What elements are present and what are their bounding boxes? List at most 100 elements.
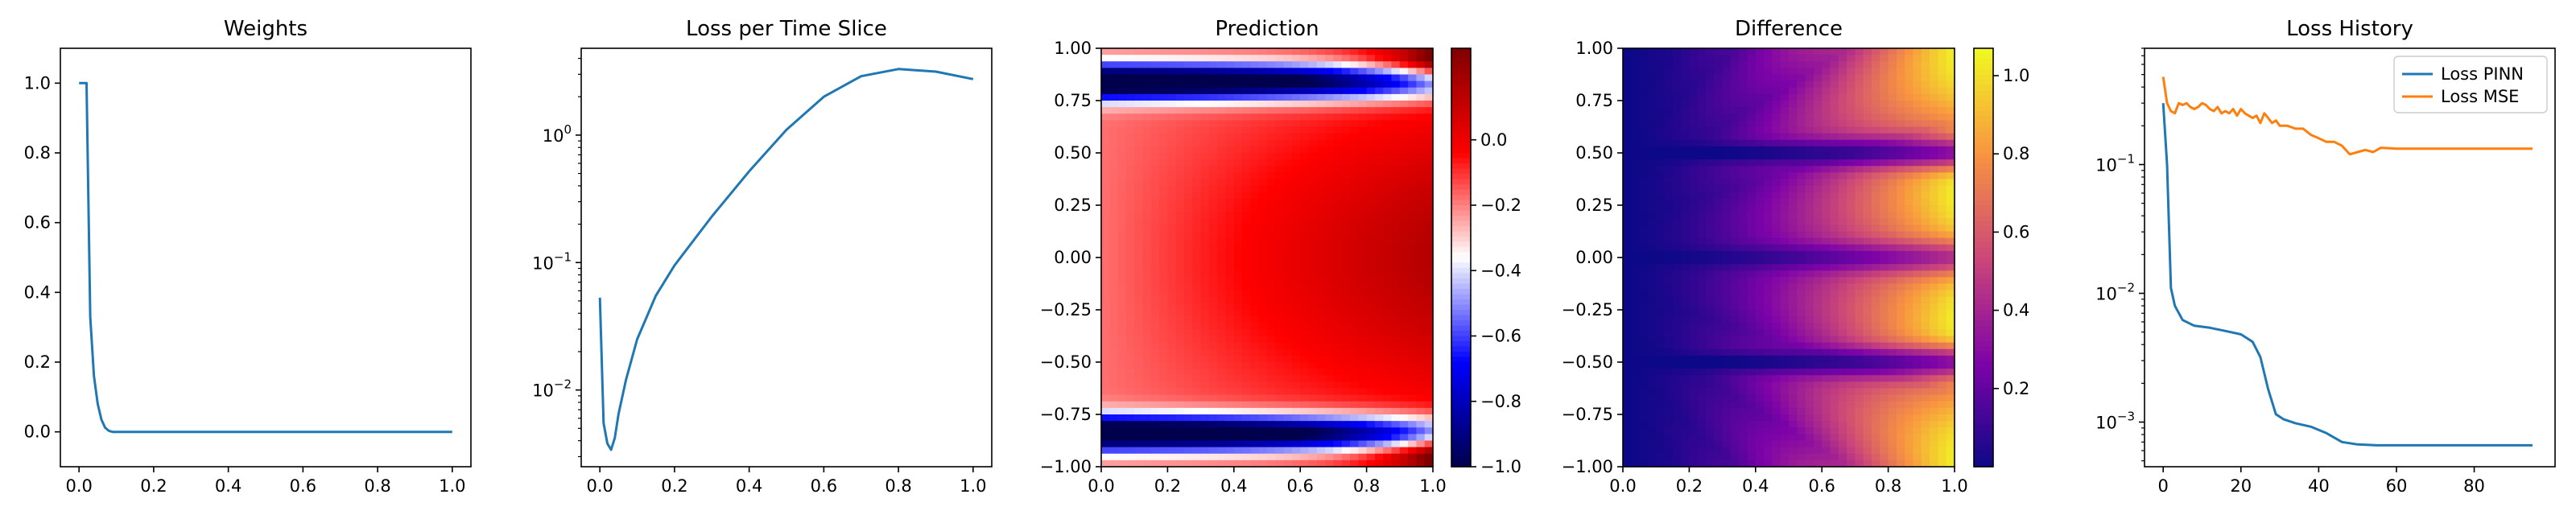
heatmap-cell: [1623, 290, 1632, 298]
heatmap-cell: [1200, 179, 1210, 187]
heatmap-cell: [1855, 179, 1864, 187]
heatmap-cell: [1722, 270, 1732, 278]
heatmap-cell: [1672, 192, 1682, 200]
heatmap-cell: [1242, 120, 1251, 128]
heatmap-cell: [1714, 139, 1724, 147]
heatmap-cell: [1739, 453, 1748, 461]
heatmap-cell: [1672, 323, 1682, 330]
heatmap-cell: [1225, 212, 1235, 219]
heatmap-cell: [1399, 225, 1409, 233]
heatmap-cell: [1830, 159, 1839, 167]
heatmap-cell: [1291, 237, 1301, 245]
heatmap-cell: [1208, 250, 1218, 258]
heatmap-cell: [1184, 323, 1193, 330]
heatmap-cell: [1681, 348, 1690, 356]
heatmap-cell: [1159, 198, 1168, 206]
heatmap-cell: [1167, 61, 1177, 68]
heatmap-cell: [1789, 126, 1798, 134]
heatmap-cell: [1872, 146, 1880, 154]
heatmap-cell: [1101, 101, 1110, 108]
heatmap-cell: [1142, 414, 1152, 422]
heatmap-cell: [1101, 74, 1110, 82]
heatmap-cell: [1325, 414, 1334, 422]
colorbar-tick-label: −1.0: [1480, 457, 1521, 476]
heatmap-cell: [1267, 139, 1276, 147]
heatmap-cell: [1291, 250, 1301, 258]
heatmap-cell: [1333, 447, 1343, 455]
heatmap-cell: [1664, 329, 1674, 337]
heatmap-cell: [1267, 277, 1276, 285]
heatmap-cell: [1780, 153, 1790, 160]
heatmap-cell: [1838, 225, 1847, 233]
colorbar-segment: [1451, 184, 1471, 191]
heatmap-cell: [1242, 48, 1251, 56]
heatmap-cell: [1672, 107, 1682, 114]
heatmap-cell: [1697, 381, 1707, 389]
heatmap-cell: [1623, 231, 1632, 239]
heatmap-cell: [1838, 270, 1847, 278]
heatmap-cell: [1159, 250, 1168, 258]
heatmap-cell: [1408, 355, 1417, 363]
heatmap-cell: [1672, 205, 1682, 212]
heatmap-cell: [1672, 172, 1682, 180]
heatmap-cell: [1291, 198, 1301, 206]
heatmap-cell: [1789, 258, 1798, 265]
heatmap-cell: [1631, 55, 1641, 62]
heatmap-cell: [1208, 126, 1218, 134]
heatmap-cell: [1681, 74, 1690, 82]
heatmap-cell: [1813, 348, 1823, 356]
heatmap-cell: [1623, 459, 1632, 468]
heatmap-cell: [1672, 93, 1682, 101]
heatmap-cell: [1623, 113, 1632, 121]
heatmap-cell: [1134, 198, 1144, 206]
heatmap-cell: [1374, 355, 1384, 363]
heatmap-cell: [1325, 87, 1334, 95]
heatmap-cell: [1383, 369, 1393, 376]
y-tick-label: 0.00: [1054, 248, 1092, 267]
heatmap-cell: [1664, 250, 1674, 258]
series-line-0: [598, 68, 974, 451]
heatmap-cell: [1847, 459, 1856, 468]
heatmap-cell: [1764, 303, 1773, 311]
heatmap-cell: [1258, 172, 1268, 180]
heatmap-cell: [1822, 231, 1831, 239]
heatmap-cell: [1789, 447, 1798, 455]
heatmap-cell: [1242, 68, 1251, 76]
heatmap-cell: [1813, 434, 1823, 442]
heatmap-cell: [1200, 159, 1210, 167]
heatmap-cell: [1258, 74, 1268, 82]
heatmap-cell: [1838, 126, 1847, 134]
heatmap-cell: [1888, 68, 1897, 76]
heatmap-cell: [1647, 133, 1657, 141]
heatmap-cell: [1383, 93, 1393, 101]
heatmap-cell: [1714, 113, 1724, 121]
heatmap-cell: [1217, 93, 1227, 101]
heatmap-cell: [1341, 113, 1351, 121]
heatmap-cell: [1855, 447, 1864, 455]
heatmap-cell: [1117, 225, 1127, 233]
heatmap-cell: [1233, 303, 1243, 311]
heatmap-cell: [1747, 296, 1757, 304]
heatmap-cell: [1134, 172, 1144, 180]
heatmap-cell: [1366, 381, 1376, 389]
heatmap-cell: [1358, 316, 1368, 323]
heatmap-cell: [1706, 348, 1715, 356]
heatmap-cell: [1125, 421, 1135, 428]
heatmap-cell: [1192, 258, 1202, 265]
heatmap-cell: [1325, 101, 1334, 108]
heatmap-cell: [1647, 355, 1657, 363]
heatmap-cell: [1316, 74, 1326, 82]
heatmap-cell: [1283, 179, 1293, 187]
heatmap-cell: [1101, 218, 1110, 225]
heatmap-cell: [1200, 153, 1210, 160]
heatmap-cell: [1830, 348, 1839, 356]
heatmap-cell: [1291, 87, 1301, 95]
heatmap-cell: [1855, 258, 1864, 265]
heatmap-cell: [1242, 93, 1251, 101]
heatmap-cell: [1208, 133, 1218, 141]
heatmap-cell: [1863, 166, 1872, 173]
heatmap-cell: [1838, 87, 1847, 95]
heatmap-cell: [1888, 348, 1897, 356]
heatmap-cell: [1838, 414, 1847, 422]
heatmap-cell: [1325, 427, 1334, 435]
